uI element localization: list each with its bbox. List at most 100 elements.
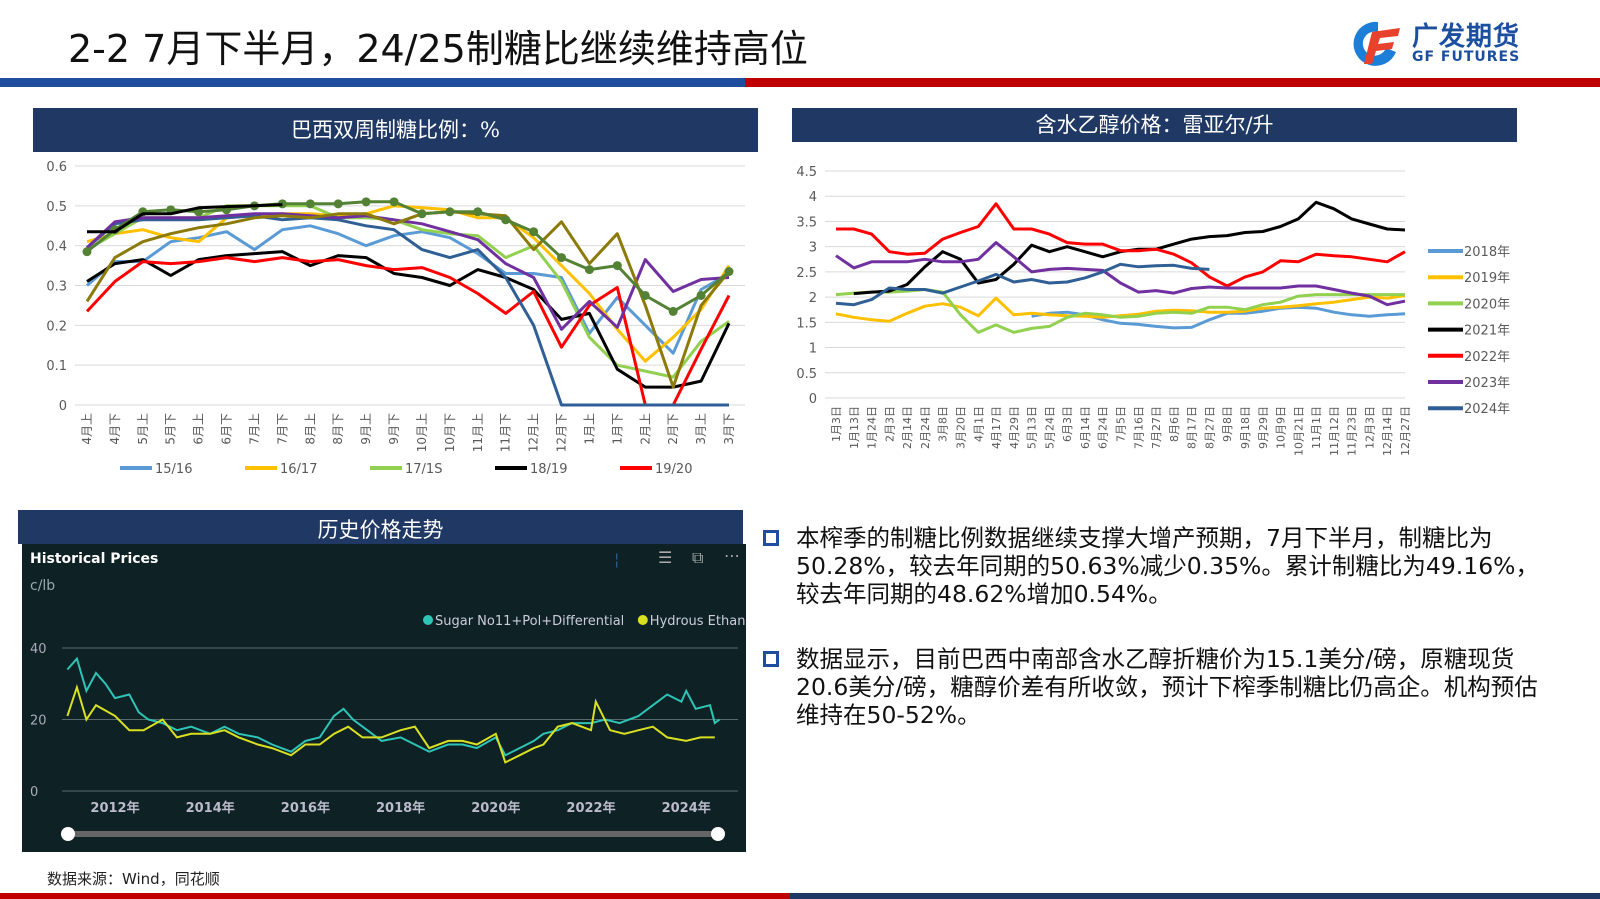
- x-tick-label: 2014年: [186, 800, 235, 816]
- y-tick-label: 0.4: [46, 240, 67, 255]
- page-title: 2-2 7月下半月，24/25制糖比继续维持高位: [68, 27, 808, 71]
- x-tick-label: 6月14日: [1079, 406, 1092, 449]
- x-tick-label: 2018年: [376, 800, 425, 816]
- x-tick-label: 12月3日: [1363, 406, 1376, 449]
- x-tick-label: 1月下: [610, 413, 624, 445]
- data-point: [640, 290, 650, 300]
- x-tick-label: 12月上: [527, 413, 541, 452]
- y-tick-label: 20: [30, 714, 47, 729]
- expand-icon[interactable]: ⧉: [692, 548, 704, 567]
- x-tick-label: 10月21日: [1292, 406, 1305, 456]
- legend-label: 16/17: [280, 462, 317, 477]
- series-line-unlabeled-8: [86, 200, 730, 313]
- x-tick-label: 2月下: [666, 413, 680, 445]
- series-line: [66, 683, 715, 764]
- x-tick-label: 11月23日: [1346, 406, 1359, 456]
- x-tick-label: 9月上: [359, 413, 373, 445]
- x-tick-label: 7月27日: [1150, 406, 1163, 449]
- y-tick-label: 0.5: [46, 200, 67, 215]
- legend-label: Hydrous Ethanol: [650, 614, 746, 629]
- data-point: [501, 215, 511, 225]
- x-tick-label: 1月13日: [848, 406, 861, 449]
- x-tick-label: 1月24日: [866, 406, 879, 449]
- data-point: [584, 265, 594, 275]
- x-tick-label: 11月下: [499, 413, 513, 452]
- data-point: [529, 227, 539, 237]
- x-tick-label: 12月下: [555, 413, 569, 452]
- historical-prices-panel: Historical Prices c/lb ¦ ☰ ⧉ ⋯: [22, 544, 746, 852]
- x-tick-label: 12月27日: [1399, 406, 1412, 456]
- series-line-2020年: [835, 288, 1405, 334]
- x-tick-label: 11月1日: [1310, 406, 1323, 449]
- series-line-unlabeled-7: [85, 210, 731, 389]
- bullet-text-2: 数据显示，目前巴西中南部含水乙醇折糖价为15.1美分/磅，原糖现货20.6美分/…: [796, 645, 1538, 729]
- x-tick-label: 7月上: [247, 413, 261, 445]
- x-tick-label: 11月12日: [1328, 406, 1341, 456]
- x-tick-label: 6月下: [220, 413, 234, 445]
- y-tick-label: 3: [809, 241, 817, 256]
- x-tick-label: 10月上: [415, 413, 429, 452]
- more-icon[interactable]: ⋯: [724, 546, 740, 565]
- y-tick-label: 0: [809, 392, 817, 407]
- x-tick-label: 2月24日: [919, 406, 932, 449]
- x-tick-label: 2月上: [638, 413, 652, 445]
- historical-prices-title: Historical Prices: [30, 551, 159, 567]
- x-tick-label: 8月17日: [1186, 406, 1199, 449]
- y-tick-label: 0.5: [796, 367, 817, 382]
- logo-text-cn: 广发期货: [1412, 22, 1521, 52]
- gf-logo-icon: [1353, 21, 1400, 66]
- y-tick-label: 0.1: [46, 359, 67, 374]
- x-tick-label: 7月下: [275, 413, 289, 445]
- range-slider-start-handle[interactable]: [61, 827, 75, 841]
- info-icon[interactable]: ¦: [614, 550, 620, 569]
- x-tick-label: 2024年: [662, 800, 711, 816]
- x-tick-label: 7月5日: [1115, 406, 1128, 442]
- x-tick-label: 5月下: [164, 413, 178, 445]
- y-tick-label: 3.5: [796, 215, 817, 230]
- x-tick-label: 4月17日: [990, 406, 1003, 449]
- x-tick-label: 2月3日: [883, 406, 896, 442]
- series-line-unlabeled-5: [86, 214, 729, 407]
- legend-label: 2020年: [1464, 297, 1510, 312]
- series-line: [66, 656, 721, 757]
- series-line-2021年: [853, 200, 1406, 296]
- y-tick-label: 4.5: [796, 165, 817, 180]
- data-point: [696, 290, 706, 300]
- bullet-text-1: 本榨季的制糖比例数据继续支撑大增产预期，7月下半月，制糖比为50.28%，较去年…: [796, 524, 1539, 608]
- legend-label: 2021年: [1464, 324, 1510, 339]
- data-point: [305, 199, 315, 209]
- x-tick-label: 4月29日: [1008, 406, 1021, 449]
- range-slider-end-handle[interactable]: [711, 827, 725, 841]
- series-line-2022年: [836, 202, 1406, 288]
- bullet-square-icon: [763, 530, 779, 546]
- legend-label: 2024年: [1464, 402, 1510, 417]
- x-tick-label: 2022年: [566, 800, 615, 816]
- data-point: [82, 247, 92, 257]
- data-point: [724, 267, 734, 277]
- y-tick-label: 1: [809, 342, 817, 357]
- data-point: [612, 261, 622, 271]
- series-line-2023年: [835, 241, 1406, 307]
- y-tick-label: 0.2: [46, 319, 67, 334]
- x-tick-label: 10月9日: [1275, 406, 1288, 449]
- legend-label: 17/1S: [405, 462, 442, 477]
- x-tick-label: 6月上: [192, 413, 206, 445]
- x-tick-label: 9月18日: [1239, 406, 1252, 449]
- legend-label: Sugar No11+Pol+Differential: [435, 614, 624, 629]
- x-tick-label: 9月29日: [1257, 406, 1270, 449]
- legend-label: 2018年: [1464, 245, 1510, 260]
- filter-icon[interactable]: ☰: [658, 548, 673, 567]
- data-point: [473, 207, 483, 217]
- y-tick-label: 0: [30, 785, 38, 800]
- legend-marker: [637, 615, 648, 625]
- y-tick-label: 0.6: [46, 160, 67, 175]
- data-point: [445, 207, 455, 217]
- x-tick-label: 1月3日: [830, 406, 843, 442]
- x-tick-label: 9月下: [387, 413, 401, 445]
- header-divider-blue: [0, 78, 745, 87]
- x-tick-label: 5月上: [136, 413, 150, 445]
- legend-marker: [423, 615, 433, 625]
- data-source: 数据来源：Wind，同花顺: [47, 870, 220, 888]
- data-point: [333, 199, 343, 209]
- data-point: [668, 306, 678, 316]
